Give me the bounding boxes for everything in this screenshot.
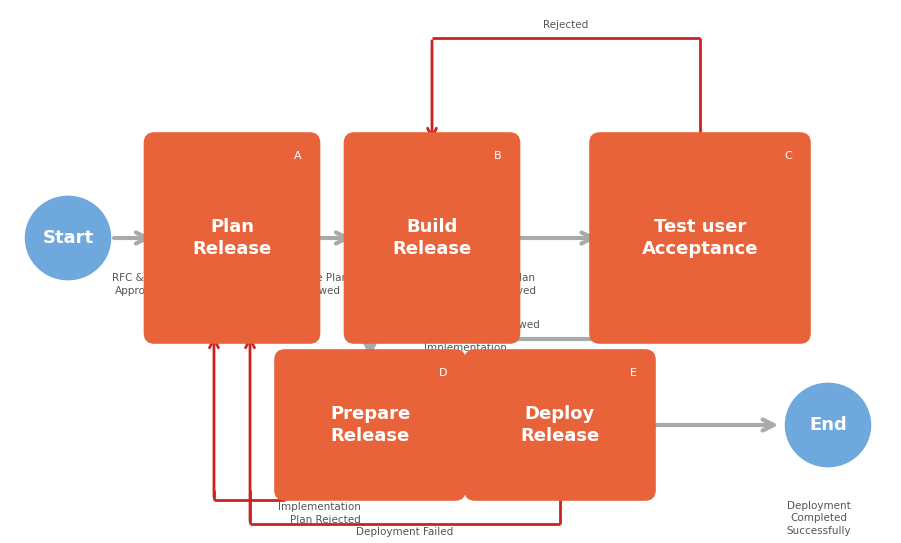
Text: Deploy
Release: Deploy Release	[521, 405, 600, 445]
Text: Implementation
Plan Rejected: Implementation Plan Rejected	[278, 502, 361, 525]
FancyBboxPatch shape	[143, 132, 321, 344]
Text: E: E	[630, 368, 637, 378]
Text: Deployment
Completed
Successfully: Deployment Completed Successfully	[787, 501, 851, 535]
Text: End: End	[809, 416, 847, 434]
Text: RFC & FSC
Approved: RFC & FSC Approved	[113, 273, 167, 296]
Text: Deployment Failed: Deployment Failed	[357, 527, 453, 536]
Text: Release Plan
Reviewed: Release Plan Reviewed	[282, 273, 349, 296]
Text: Test Results Reviewed: Test Results Reviewed	[424, 320, 540, 330]
Text: D: D	[439, 368, 447, 378]
FancyBboxPatch shape	[274, 349, 466, 501]
Text: Plan
Release: Plan Release	[193, 218, 271, 258]
Text: Test Plan
Approved: Test Plan Approved	[487, 273, 537, 296]
FancyBboxPatch shape	[464, 349, 656, 501]
Ellipse shape	[785, 383, 871, 468]
Text: B: B	[494, 151, 502, 161]
Text: Implementation
Plan Approved: Implementation Plan Approved	[423, 343, 506, 365]
Text: Build
Release: Build Release	[392, 218, 471, 258]
Ellipse shape	[24, 195, 111, 280]
Text: C: C	[784, 151, 792, 161]
Text: A: A	[294, 151, 302, 161]
Text: Rejected: Rejected	[543, 20, 588, 30]
FancyBboxPatch shape	[343, 132, 520, 344]
FancyBboxPatch shape	[589, 132, 811, 344]
Text: Prepare
Release: Prepare Release	[330, 405, 410, 445]
Text: Start: Start	[42, 229, 94, 247]
Text: Test user
Acceptance: Test user Acceptance	[642, 218, 759, 258]
